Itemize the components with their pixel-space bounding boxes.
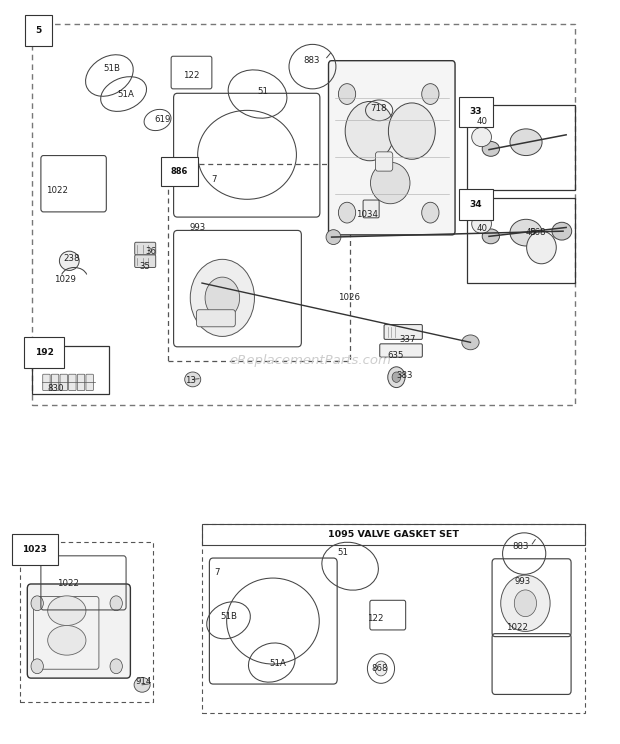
Text: 5: 5	[35, 26, 42, 35]
Ellipse shape	[339, 202, 356, 223]
Ellipse shape	[388, 103, 435, 159]
Ellipse shape	[472, 127, 492, 147]
Ellipse shape	[388, 367, 405, 388]
Ellipse shape	[552, 222, 572, 240]
Text: 635: 635	[387, 351, 404, 360]
Ellipse shape	[472, 214, 492, 234]
Ellipse shape	[510, 129, 542, 155]
Text: 7: 7	[211, 175, 217, 184]
Text: 1023: 1023	[22, 545, 47, 554]
Text: 1022: 1022	[46, 186, 68, 195]
Ellipse shape	[185, 372, 201, 387]
Text: 122: 122	[368, 614, 384, 623]
FancyBboxPatch shape	[78, 374, 85, 391]
Text: 51: 51	[338, 548, 349, 557]
FancyBboxPatch shape	[384, 324, 422, 339]
Text: eReplacementParts.com: eReplacementParts.com	[229, 354, 391, 368]
Ellipse shape	[60, 251, 79, 271]
Ellipse shape	[190, 260, 254, 336]
Text: 993: 993	[190, 223, 206, 232]
Ellipse shape	[392, 372, 401, 382]
Text: 1026: 1026	[338, 293, 360, 302]
Text: 51B: 51B	[104, 63, 120, 73]
Ellipse shape	[48, 596, 86, 626]
Text: 868: 868	[372, 664, 388, 673]
FancyBboxPatch shape	[69, 374, 76, 391]
Text: 51A: 51A	[117, 89, 135, 98]
Text: 1095 VALVE GASKET SET: 1095 VALVE GASKET SET	[328, 530, 459, 539]
FancyBboxPatch shape	[376, 152, 392, 171]
FancyBboxPatch shape	[363, 200, 379, 218]
FancyBboxPatch shape	[135, 243, 156, 255]
Text: 238: 238	[63, 254, 79, 263]
Ellipse shape	[422, 83, 439, 104]
Ellipse shape	[326, 230, 341, 245]
Text: 883: 883	[513, 542, 529, 551]
Text: 35: 35	[140, 261, 151, 271]
Ellipse shape	[205, 277, 240, 318]
FancyBboxPatch shape	[329, 61, 455, 235]
Ellipse shape	[31, 596, 43, 611]
Ellipse shape	[515, 590, 536, 617]
Text: 51B: 51B	[221, 612, 237, 621]
Text: 830: 830	[48, 384, 64, 393]
Text: 914: 914	[136, 677, 153, 686]
FancyBboxPatch shape	[51, 374, 59, 391]
Ellipse shape	[422, 202, 439, 223]
Text: 51: 51	[257, 87, 268, 96]
Text: 34: 34	[470, 200, 482, 209]
Text: 383: 383	[396, 371, 413, 380]
Ellipse shape	[482, 141, 500, 156]
FancyBboxPatch shape	[86, 374, 94, 391]
Text: 40: 40	[477, 117, 488, 126]
Ellipse shape	[462, 335, 479, 350]
Text: 7: 7	[215, 568, 220, 577]
Text: 619: 619	[154, 115, 171, 124]
Text: 36: 36	[146, 247, 157, 256]
Ellipse shape	[339, 83, 356, 104]
Text: 993: 993	[515, 577, 531, 586]
Ellipse shape	[345, 101, 394, 161]
Ellipse shape	[110, 659, 122, 673]
Ellipse shape	[31, 659, 43, 673]
Ellipse shape	[482, 229, 500, 244]
Ellipse shape	[375, 661, 387, 676]
Text: 1034: 1034	[356, 211, 378, 219]
Text: 718: 718	[371, 104, 387, 113]
Ellipse shape	[501, 575, 550, 632]
FancyBboxPatch shape	[43, 374, 50, 391]
Ellipse shape	[526, 231, 556, 264]
Text: 51A: 51A	[270, 658, 287, 668]
FancyBboxPatch shape	[60, 374, 68, 391]
FancyBboxPatch shape	[135, 255, 156, 268]
Text: 45: 45	[526, 228, 537, 237]
Text: 122: 122	[184, 71, 200, 80]
Text: 886: 886	[170, 167, 188, 176]
Text: 1022: 1022	[57, 579, 79, 588]
Text: 13: 13	[185, 376, 197, 385]
Text: 40: 40	[477, 225, 488, 234]
Text: 192: 192	[35, 348, 53, 357]
Ellipse shape	[48, 626, 86, 655]
FancyBboxPatch shape	[27, 584, 130, 678]
Ellipse shape	[371, 162, 410, 204]
Ellipse shape	[134, 677, 150, 692]
Text: 1022: 1022	[507, 623, 528, 632]
Text: 337: 337	[399, 335, 416, 344]
FancyBboxPatch shape	[197, 310, 236, 327]
FancyBboxPatch shape	[379, 344, 422, 357]
Text: 33: 33	[470, 107, 482, 116]
Text: 1029: 1029	[54, 275, 76, 284]
Ellipse shape	[510, 219, 542, 246]
Text: 883: 883	[304, 57, 321, 65]
Text: 868: 868	[529, 228, 546, 237]
Ellipse shape	[110, 596, 122, 611]
